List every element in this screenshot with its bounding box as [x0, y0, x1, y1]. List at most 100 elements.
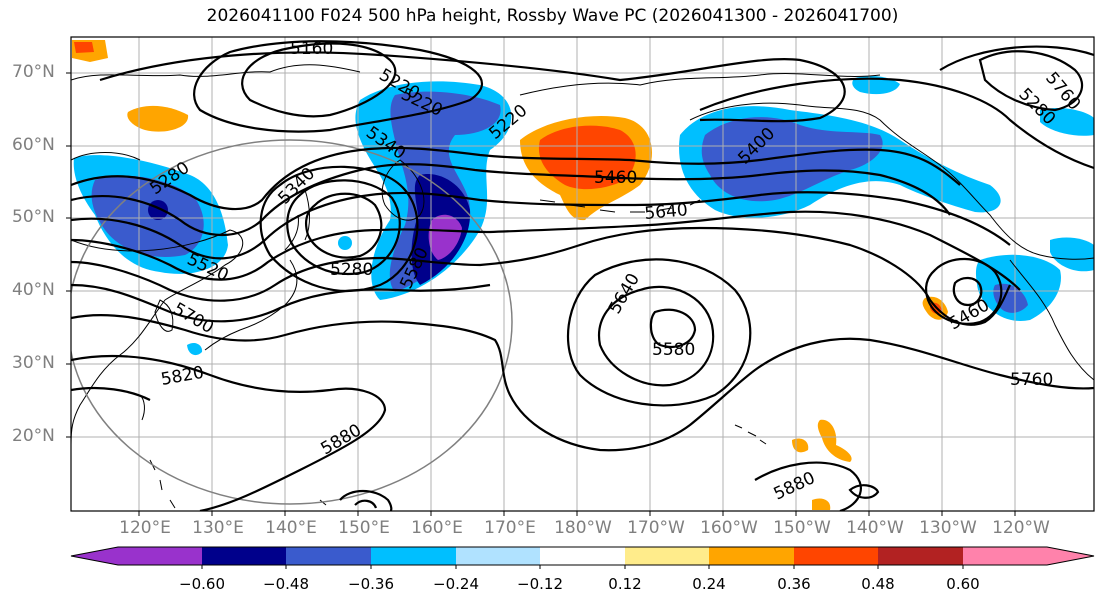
contour-wave-9 [71, 386, 151, 401]
coast-korea [154, 299, 174, 332]
lat-label: 30°N [12, 353, 55, 373]
contour-low-2 [286, 179, 401, 275]
lon-label: 130°W [919, 518, 977, 538]
lat-label: 20°N [12, 426, 55, 446]
colorbar-seg [963, 547, 1047, 565]
contour-ne-ring [978, 50, 1084, 112]
neg-anomaly-east2 [1050, 237, 1094, 272]
contour-label: 5460 [946, 295, 993, 334]
lat-label: 70°N [12, 62, 55, 82]
lon-label: 160°E [411, 518, 463, 538]
contour-label: 5640 [644, 200, 689, 224]
pos-anomaly-central-core [538, 125, 636, 190]
colorbar-tick-label: 0.48 [861, 575, 895, 593]
colorbar-tick-label: −0.12 [517, 575, 563, 593]
neg-anomaly-small [338, 236, 352, 250]
neg-anomaly-jp [187, 342, 203, 356]
contour-wave-3 [71, 191, 1011, 260]
contour-low-1 [304, 192, 383, 259]
lon-label: 120°E [119, 518, 171, 538]
contour-high-1 [597, 285, 715, 387]
contour-ring-3 [99, 51, 846, 123]
colorbar-seg [118, 547, 202, 565]
colorbar-seg [625, 547, 709, 565]
lon-label: 170°W [627, 518, 685, 538]
colorbar-seg [878, 547, 963, 565]
colorbar-tick-label: −0.24 [433, 575, 479, 593]
colorbar-seg [202, 547, 286, 565]
neg-anomaly-ne-mid [701, 117, 883, 202]
lon-label: 160°W [700, 518, 758, 538]
lon-label: 140°E [265, 518, 317, 538]
coast-islands [149, 459, 327, 509]
colorbar-seg [456, 547, 540, 565]
lon-label: 120°W [992, 518, 1050, 538]
height-contours [71, 40, 1094, 511]
contour-high-2 [649, 308, 697, 348]
contour-bottom-low2 [354, 499, 378, 509]
colorbar [70, 546, 1095, 569]
lon-label: 140°W [846, 518, 904, 538]
contour-label: 5820 [159, 363, 205, 390]
hawaii-coast [734, 424, 767, 445]
contour-wave-1 [71, 146, 961, 211]
contour-ring-1 [241, 42, 397, 118]
lon-label: 180°W [554, 518, 612, 538]
coast-sakhalin [304, 189, 310, 241]
pos-anomaly-hawaii2 [817, 419, 852, 462]
colorbar-tick-label: −0.36 [348, 575, 394, 593]
map-frame [70, 36, 1095, 512]
pos-anomaly-nw2 [127, 105, 189, 132]
coast-north [519, 73, 881, 96]
contour-5880-se [754, 461, 862, 511]
coast-kamchatka [381, 159, 425, 221]
contour-wave-7 [71, 314, 1094, 452]
colorbar-left-arrow [71, 547, 118, 565]
contour-label: 5160 [290, 39, 333, 59]
colorbar-tick-label: 0.60 [946, 575, 980, 593]
contour-ne-ring3 [699, 77, 1094, 170]
contour-label: 5280 [330, 260, 373, 280]
coast-na-west [1009, 259, 1094, 381]
contour-hawaii-small [848, 484, 880, 499]
tick-marks [66, 72, 1016, 516]
contour-ring-2 [193, 40, 483, 133]
colorbar-right-arrow [1047, 547, 1094, 565]
lat-label: 40°N [12, 280, 55, 300]
colorbar-seg [286, 547, 371, 565]
colorbar-outline [70, 546, 1095, 566]
contour-label: 5880 [771, 468, 819, 504]
contour-wave-5 [71, 226, 1011, 326]
pos-anomaly-hawaii [792, 438, 809, 453]
colorbar-tick-label: −0.48 [263, 575, 309, 593]
colorbar-seg [709, 547, 794, 565]
contour-wave-6 [71, 283, 491, 323]
region-circle [71, 139, 513, 505]
contour-ne-ring2 [939, 45, 1094, 71]
map-title: 2026041100 F024 500 hPa height, Rossby W… [206, 6, 899, 26]
coast-alaska [689, 102, 1094, 260]
neg-anomaly-central-peak [428, 214, 462, 260]
aleutians [539, 199, 701, 213]
neg-anomaly-west-core [91, 175, 204, 258]
contour-label: 5460 [594, 168, 637, 188]
contour-label: 5640 [605, 270, 644, 317]
colorbar-tick-label: 0.36 [777, 575, 811, 593]
contour-label: 5580 [652, 340, 695, 360]
contour-wave-2 [71, 163, 951, 237]
neg-anomaly-ne-2 [852, 76, 900, 95]
contour-cutoff-2 [924, 257, 1003, 325]
contour-label: 5760 [1010, 370, 1053, 390]
colorbar-tick-label: 0.12 [608, 575, 642, 593]
contour-high-3 [566, 258, 752, 407]
neg-anomaly-west-center [148, 200, 168, 220]
colorbar-tick-label: 0.24 [692, 575, 726, 593]
contour-wave-4 [71, 210, 1021, 291]
lon-label: 150°E [338, 518, 390, 538]
colorbar-seg [540, 547, 625, 565]
colorbar-tick-label: −0.60 [179, 575, 225, 593]
lat-label: 50°N [12, 207, 55, 227]
lon-label: 130°E [192, 518, 244, 538]
contour-wave-8 [71, 354, 387, 511]
